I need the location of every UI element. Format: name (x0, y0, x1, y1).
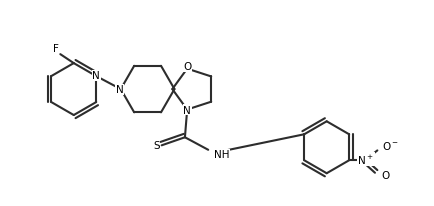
Text: O: O (183, 62, 191, 72)
Text: O$^-$: O$^-$ (382, 140, 399, 152)
Text: N: N (116, 85, 124, 95)
Text: NH: NH (214, 150, 229, 159)
Text: N: N (183, 105, 191, 115)
Text: N: N (92, 71, 100, 81)
Text: S: S (153, 141, 160, 151)
Text: F: F (53, 44, 59, 54)
Text: N$^+$: N$^+$ (358, 153, 374, 166)
Text: O: O (382, 170, 390, 180)
